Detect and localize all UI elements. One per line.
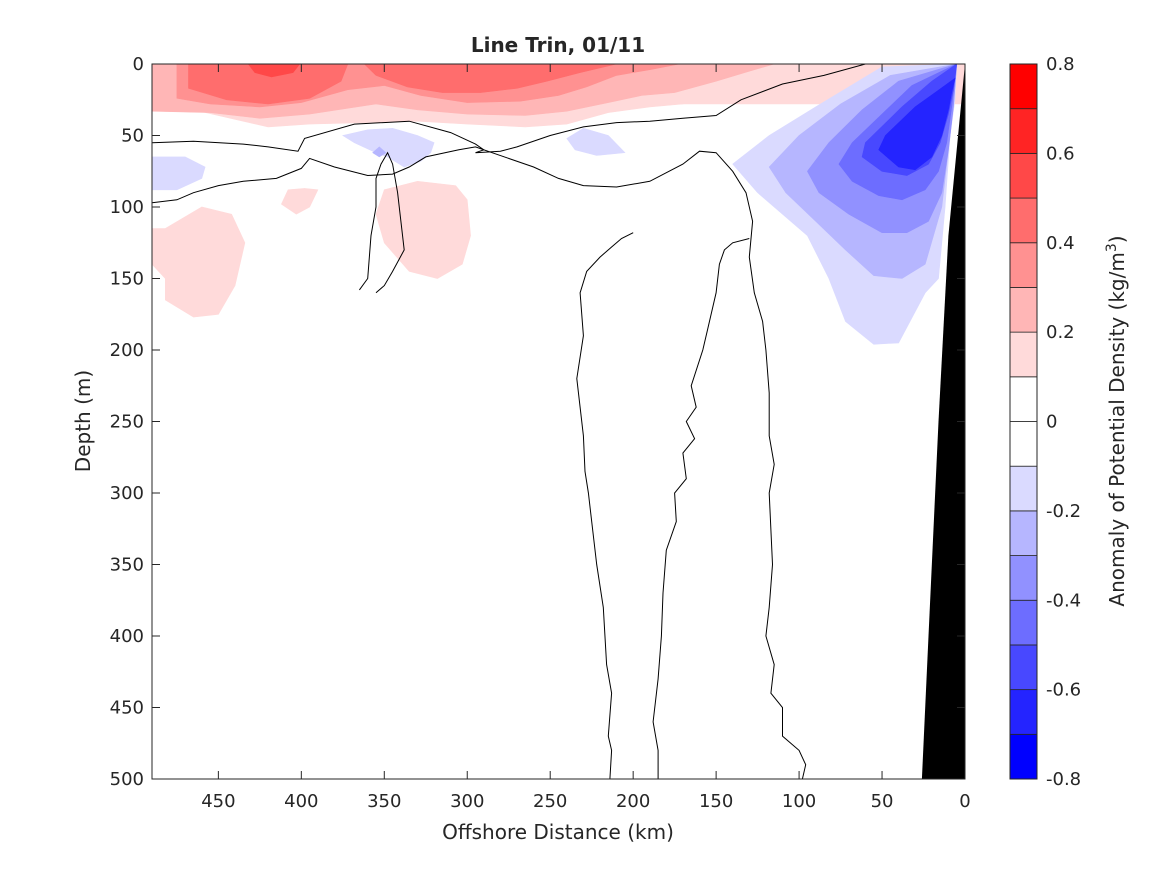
x-tick-label: 50 xyxy=(871,791,894,812)
chart-title: Line Trin, 01/11 xyxy=(471,33,645,57)
bathymetry-layer xyxy=(921,64,965,779)
colorbar-segment xyxy=(1009,555,1038,601)
colorbar-ticks: 0.8 0.6 0.4 0.2 0 -0.2 -0.4 -0.6 -0.8 xyxy=(1046,54,1081,790)
contour-region xyxy=(878,77,956,171)
y-tick-label: 500 xyxy=(110,769,144,790)
x-tick-label: 100 xyxy=(782,791,816,812)
colorbar-tick-label: -0.6 xyxy=(1046,680,1081,701)
filled-contour-regions xyxy=(152,64,965,345)
zero-contour-line xyxy=(152,64,866,154)
x-tick-label: 150 xyxy=(699,791,733,812)
colorbar-label-close: ) xyxy=(1105,235,1129,243)
x-axis-label: Offshore Distance (km) xyxy=(442,820,674,844)
contour-region xyxy=(188,64,349,105)
colorbar-label-superscript: 3 xyxy=(1104,243,1120,252)
colorbar-segment xyxy=(1009,242,1038,288)
colorbar-tick-label: -0.8 xyxy=(1046,769,1081,790)
colorbar-segment xyxy=(1009,376,1038,422)
colorbar-segment xyxy=(1009,465,1038,512)
colorbar-label: Anomaly of Potential Density (kg/m3) xyxy=(1104,235,1129,606)
colorbar-segment xyxy=(1009,689,1038,735)
y-tick-label: 400 xyxy=(110,626,144,647)
colorbar xyxy=(1009,63,1038,780)
zero-contour-line xyxy=(576,232,634,779)
colorbar-segment xyxy=(1009,63,1038,110)
colorbar-segment xyxy=(1009,733,1038,780)
colorbar-segment xyxy=(1009,108,1038,154)
contour-region xyxy=(363,64,617,93)
y-tick-label: 0 xyxy=(133,54,144,75)
contour-region xyxy=(152,206,246,318)
y-tick-label: 50 xyxy=(121,126,144,147)
x-tick-label: 300 xyxy=(450,791,484,812)
y-tick-label: 450 xyxy=(110,698,144,719)
contour-region xyxy=(566,127,626,156)
colorbar-tick-label: -0.2 xyxy=(1046,501,1081,522)
bathymetry-shape xyxy=(921,64,965,779)
x-tick-label: 200 xyxy=(616,791,650,812)
zero-contour-line xyxy=(152,146,807,779)
colorbar-frame xyxy=(1009,63,1038,780)
colorbar-segment xyxy=(1009,510,1038,556)
y-tick-label: 250 xyxy=(110,412,144,433)
contour-region xyxy=(152,156,206,191)
y-axis-ticks: 0 50 100 150 200 250 300 350 400 450 500 xyxy=(110,54,965,790)
y-axis-label: Depth (m) xyxy=(71,370,95,472)
colorbar-tick-label: 0.8 xyxy=(1046,54,1075,75)
x-tick-label: 350 xyxy=(367,791,401,812)
x-tick-label: 250 xyxy=(533,791,567,812)
zero-contour-line xyxy=(358,151,405,294)
contour-region xyxy=(281,188,319,215)
x-tick-label: 450 xyxy=(201,791,235,812)
colorbar-segment xyxy=(1009,331,1038,378)
contour-region xyxy=(372,146,387,158)
x-axis-ticks: 450 400 350 300 250 200 150 100 50 0 xyxy=(201,64,971,812)
colorbar-segment xyxy=(1009,197,1038,244)
colorbar-segment xyxy=(1009,421,1038,467)
colorbar-tick-label: -0.4 xyxy=(1046,590,1081,611)
colorbar-segment xyxy=(1009,644,1038,691)
y-tick-label: 300 xyxy=(110,483,144,504)
colorbar-tick-label: 0 xyxy=(1046,412,1057,433)
colorbar-tick-label: 0.2 xyxy=(1046,322,1075,343)
contour-region xyxy=(375,180,471,279)
y-tick-label: 350 xyxy=(110,555,144,576)
zero-contour-lines xyxy=(152,64,866,779)
x-tick-label: 0 xyxy=(959,791,970,812)
x-tick-label: 400 xyxy=(284,791,318,812)
colorbar-segment xyxy=(1009,287,1038,333)
zero-contour-line xyxy=(652,238,750,779)
y-tick-label: 200 xyxy=(110,340,144,361)
y-tick-label: 100 xyxy=(110,197,144,218)
colorbar-tick-label: 0.4 xyxy=(1046,233,1075,254)
contour-region xyxy=(247,64,301,78)
colorbar-tick-label: 0.6 xyxy=(1046,143,1075,164)
colorbar-label-main: Anomaly of Potential Density (kg/m xyxy=(1105,252,1129,606)
colorbar-segment xyxy=(1009,152,1038,199)
y-tick-label: 150 xyxy=(110,269,144,290)
colorbar-segment xyxy=(1009,599,1038,646)
